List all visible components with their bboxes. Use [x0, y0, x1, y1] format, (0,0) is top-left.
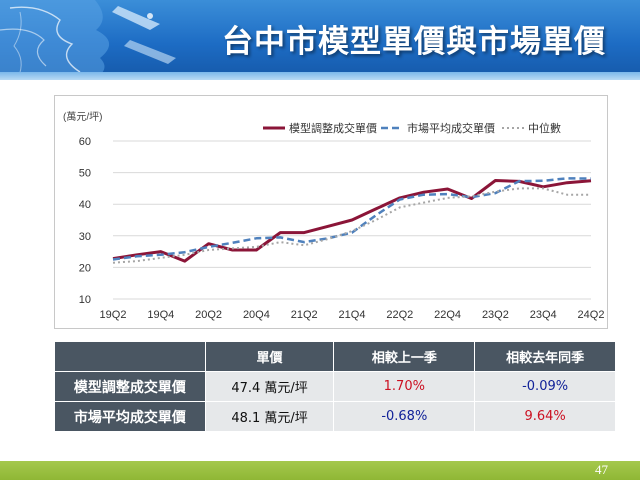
cell-price: 47.4 萬元/坪 [204, 371, 335, 402]
table-header-yoy: 相較去年同季 [474, 341, 616, 372]
y-tick-label: 40 [79, 199, 91, 211]
page-number: 47 [595, 462, 608, 477]
table-row: 市場平均成交單價 48.1 萬元/坪 -0.68% 9.64% [54, 401, 616, 432]
x-tick-label: 21Q2 [291, 309, 318, 321]
x-tick-label: 22Q2 [386, 309, 413, 321]
title-underline-stripe [0, 72, 640, 80]
x-tick-label: 23Q4 [530, 309, 557, 321]
y-tick-label: 20 [79, 262, 91, 274]
series-line [112, 177, 592, 261]
series-line [112, 187, 591, 264]
table-header-qoq: 相較上一季 [333, 341, 476, 372]
series-line [112, 179, 592, 263]
price-summary-table: 單價 相較上一季 相較去年同季 模型調整成交單價 47.4 萬元/坪 1.70%… [54, 341, 616, 432]
price-trend-chart: 10 20 30 40 50 60 (萬元/坪) 19Q2 19Q4 20Q2 20Q4 21Q2 21… [54, 95, 608, 329]
x-tick-label: 24Q2 [578, 309, 605, 321]
row-label-market: 市場平均成交單價 [54, 401, 206, 432]
x-tick-label: 19Q4 [147, 309, 174, 321]
cell-qoq: -0.68% [333, 401, 476, 432]
cell-qoq: 1.70% [333, 371, 476, 402]
page-title: 台中市模型單價與市場單價 [222, 24, 606, 60]
x-tick-label: 23Q2 [482, 309, 509, 321]
x-tick-label: 19Q2 [100, 309, 127, 321]
y-tick-label: 50 [79, 168, 91, 180]
title-banner: 台中市模型單價與市場單價 [0, 0, 640, 80]
x-tick-label: 20Q4 [243, 309, 270, 321]
x-tick-label: 20Q2 [195, 309, 222, 321]
y-tick-label: 60 [79, 136, 91, 148]
y-tick-label: 10 [79, 294, 91, 306]
footer-bar: 47 [0, 461, 640, 480]
table-header-corner [54, 341, 206, 372]
legend-label: 模型調整成交單價 [289, 121, 377, 135]
table-header-price: 單價 [204, 341, 335, 372]
y-unit-label: (萬元/坪) [63, 110, 102, 123]
map-decoration-graphic [0, 0, 176, 80]
chart-canvas: 10 20 30 40 50 60 (萬元/坪) 19Q2 19Q4 20Q2 20Q4 21Q2 21… [63, 110, 605, 321]
legend-label: 市場平均成交單價 [407, 121, 495, 135]
cell-price: 48.1 萬元/坪 [204, 401, 335, 432]
legend-label: 中位數 [528, 121, 561, 135]
cell-yoy: -0.09% [474, 371, 616, 402]
row-label-model: 模型調整成交單價 [54, 371, 206, 402]
table-row: 模型調整成交單價 47.4 萬元/坪 1.70% -0.09% [54, 371, 616, 402]
x-tick-label: 21Q4 [339, 309, 366, 321]
cell-yoy: 9.64% [474, 401, 616, 432]
x-tick-label: 22Q4 [434, 309, 461, 321]
table-header-row: 單價 相較上一季 相較去年同季 [54, 341, 616, 372]
y-tick-label: 30 [79, 231, 91, 243]
